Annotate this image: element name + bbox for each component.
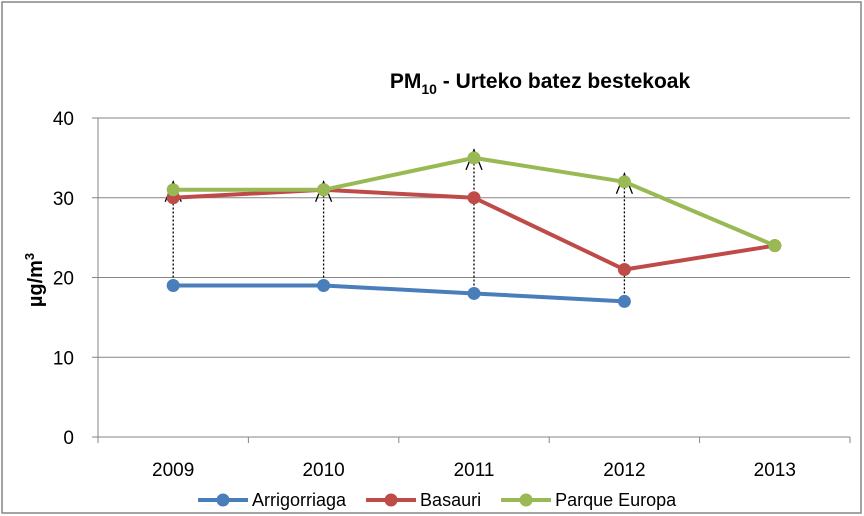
legend-marker xyxy=(384,493,398,507)
x-tick-label: 2009 xyxy=(152,460,194,481)
data-point xyxy=(166,278,180,292)
data-point xyxy=(317,183,331,197)
legend-label: Arrigorriaga xyxy=(252,490,347,510)
y-label-superscript: 3 xyxy=(22,253,37,260)
x-tick-label: 2010 xyxy=(302,460,344,481)
legend-item: Parque Europa xyxy=(501,490,677,510)
data-point xyxy=(617,294,631,308)
legend-item: Basauri xyxy=(366,490,481,510)
data-point xyxy=(467,286,481,300)
chart-title: PM10 - Urteko batez bestekoak xyxy=(390,70,691,97)
x-tick-label: 2011 xyxy=(454,460,495,481)
arrow-head xyxy=(314,180,333,203)
x-tick-label: 2013 xyxy=(754,460,796,481)
data-point xyxy=(617,175,631,189)
title-rest: - Urteko batez bestekoak xyxy=(437,70,691,93)
y-tick-label: 30 xyxy=(53,189,74,210)
data-point xyxy=(617,263,631,277)
legend-item: Arrigorriaga xyxy=(198,490,347,510)
y-axis-label: µg/m3 xyxy=(22,253,47,307)
arrow-head xyxy=(465,148,483,171)
title-subscript: 10 xyxy=(421,81,437,97)
legend-label: Parque Europa xyxy=(555,490,677,510)
y-tick-label: 40 xyxy=(53,109,74,130)
y-tick-label: 0 xyxy=(63,428,74,449)
data-point xyxy=(166,183,180,197)
legend-marker xyxy=(519,493,533,507)
legend-marker xyxy=(216,493,230,507)
data-point xyxy=(467,191,481,205)
y-tick-label: 20 xyxy=(53,269,74,290)
series-line xyxy=(173,283,625,304)
y-label-main: µg/m xyxy=(25,260,47,307)
data-point xyxy=(768,239,782,253)
legend-label: Basauri xyxy=(420,490,481,510)
arrow-head xyxy=(615,172,634,195)
data-point xyxy=(317,278,331,292)
title-main: PM xyxy=(390,70,422,93)
y-tick-label: 10 xyxy=(53,348,74,369)
data-point xyxy=(467,151,481,165)
x-tick-label: 2012 xyxy=(603,460,645,481)
